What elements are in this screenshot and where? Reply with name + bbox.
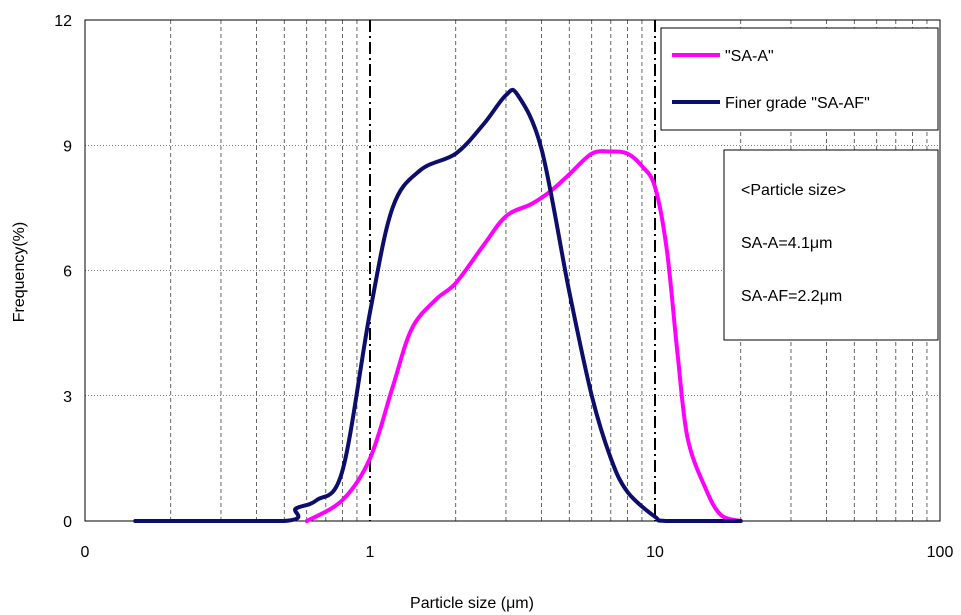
legend-label-sa-a: "SA-A" (725, 48, 774, 65)
series-line-sa-af (133, 87, 743, 524)
y-tick-label: 12 (54, 13, 72, 30)
y-tick-label: 0 (63, 514, 72, 531)
y-tick-label: 9 (63, 138, 72, 155)
reference-lines (369, 20, 656, 521)
x-tick-label: 10 (646, 544, 664, 561)
legend-label-sa-af: Finer grade "SA-AF" (725, 95, 870, 112)
series-lines (133, 87, 743, 524)
note-line-sa-af: SA-AF=2.2μm (741, 288, 842, 305)
note-heading: <Particle size> (741, 182, 846, 199)
x-tick-labels: 0 1 10 100 (81, 544, 954, 561)
particle-size-note: <Particle size> SA-A=4.1μm SA-AF=2.2μm (723, 149, 939, 341)
note-line-sa-a: SA-A=4.1μm (741, 235, 832, 252)
x-axis-title: Particle size (μm) (410, 595, 534, 612)
legend-box (660, 27, 939, 131)
series-line-sa-a (304, 149, 743, 523)
x-tick-label: 100 (927, 544, 954, 561)
y-tick-label: 6 (63, 264, 72, 281)
x-tick-label: 0 (81, 544, 90, 561)
note-box (723, 149, 939, 341)
plot-frame (84, 19, 941, 522)
x-tick-label: 1 (366, 544, 375, 561)
y-tick-label: 3 (63, 389, 72, 406)
legend: "SA-A" Finer grade "SA-AF" (660, 27, 939, 131)
y-axis-title: Frequency(%) (11, 222, 28, 322)
y-tick-labels: 0 3 6 9 12 (54, 13, 72, 531)
